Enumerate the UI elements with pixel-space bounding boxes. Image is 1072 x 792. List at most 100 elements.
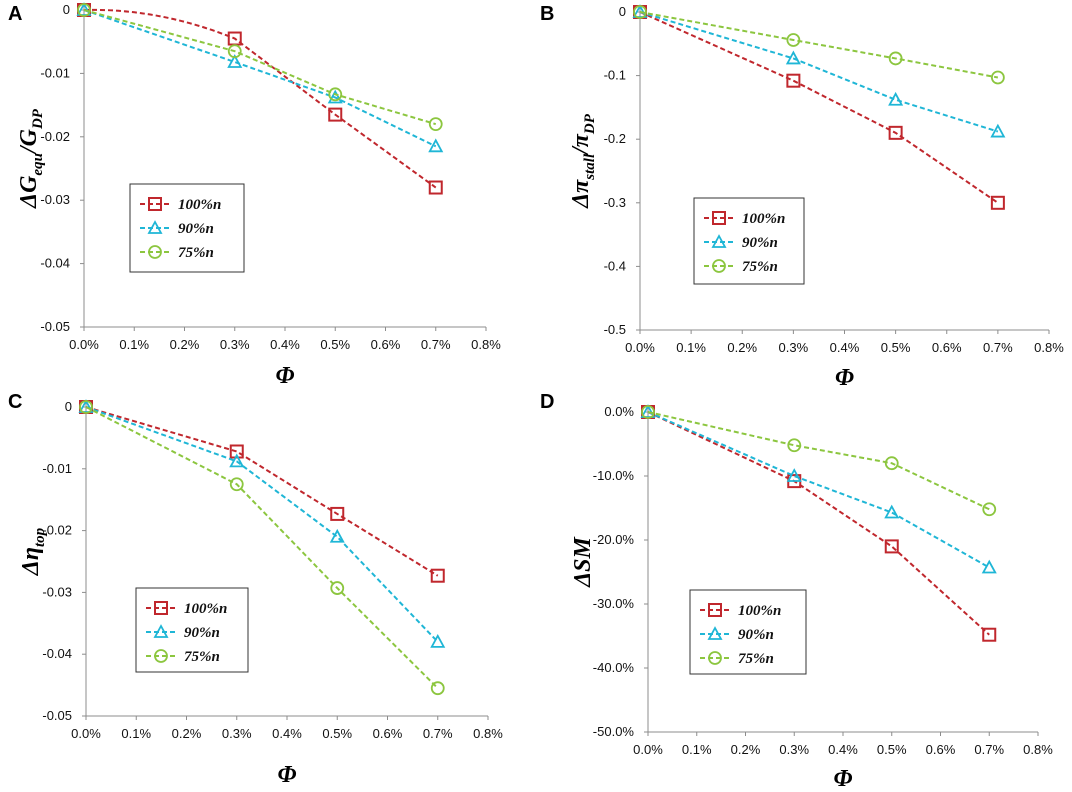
y-tick-label: -0.05: [40, 319, 70, 334]
data-point-100pctn: [786, 73, 801, 88]
x-tick-label: 0.4%: [272, 726, 302, 741]
legend-label-75pctn: 75%n: [738, 651, 774, 667]
legend: 100%n 90%n 75%n: [129, 183, 245, 273]
x-tick-label: 0.3%: [779, 742, 809, 757]
x-tick-label: 0.1%: [119, 337, 149, 352]
data-point-75pctn: [428, 117, 443, 132]
legend-marker-90pctn: [707, 626, 723, 640]
x-tick-label: 0.1%: [682, 742, 712, 757]
data-point-100pctn: [430, 568, 445, 583]
data-point-75pctn: [227, 44, 242, 59]
x-tick-label: 0.6%: [371, 337, 401, 352]
data-point-75pctn: [787, 438, 802, 453]
data-point-90pctn: [981, 559, 997, 574]
x-tick-label: 0.4%: [270, 337, 300, 352]
legend-marker-100pctn: [708, 603, 722, 617]
data-point-100pctn: [990, 195, 1005, 210]
data-point-75pctn: [229, 477, 244, 492]
y-tick-label: -0.01: [40, 65, 70, 80]
x-tick-label: 0.1%: [121, 726, 151, 741]
data-point-90pctn: [327, 89, 343, 104]
x-tick-label: 0.3%: [222, 726, 252, 741]
panel-letter: B: [540, 3, 554, 25]
y-tick-label: -0.05: [42, 708, 72, 723]
y-tick-label: -0.2: [604, 131, 626, 146]
data-point-75pctn: [79, 400, 93, 414]
data-point-90pctn: [430, 633, 446, 648]
series-line-75pctn: [639, 11, 999, 79]
x-tick-label: 0.8%: [1034, 340, 1064, 355]
data-point-75pctn: [330, 581, 345, 595]
data-point-75pctn: [77, 3, 91, 17]
series-line-90pctn: [647, 411, 990, 569]
x-tick-label: 0.2%: [731, 742, 761, 757]
x-tick-label: 0.0%: [625, 340, 655, 355]
x-axis-title: Φ: [834, 766, 853, 792]
chart-panel-d: D 0.0% -10.0% -20.0% -30.0% -40.0% -50.0% 0.0% 0…: [540, 391, 1053, 792]
y-tick-label: 0: [619, 4, 626, 19]
x-tick-label: 0.7%: [423, 726, 453, 741]
y-tick-label: -0.03: [40, 192, 70, 207]
legend-label-90pctn: 90%n: [178, 221, 214, 237]
legend-label-90pctn: 90%n: [184, 625, 220, 641]
data-point-90pctn: [990, 123, 1006, 138]
data-point-100pctn: [428, 180, 443, 195]
data-point-100pctn: [884, 539, 899, 554]
data-point-100pctn: [328, 107, 343, 122]
series-line-75pctn: [647, 411, 990, 511]
y-tick-label: -0.04: [40, 256, 70, 271]
legend-label-75pctn: 75%n: [178, 245, 214, 261]
series-line-90pctn: [85, 406, 439, 643]
x-tick-label: 0.2%: [172, 726, 202, 741]
legend-label-75pctn: 75%n: [742, 259, 778, 275]
data-point-75pctn: [990, 70, 1005, 85]
panel-letter: A: [8, 3, 22, 25]
x-axis-title: Φ: [835, 365, 854, 391]
x-tick-label: 0.5%: [322, 726, 352, 741]
x-tick-label: 0.0%: [71, 726, 101, 741]
legend-marker-90pctn: [147, 220, 163, 234]
legend-marker-75pctn: [712, 259, 726, 273]
x-tick-label: 0.4%: [828, 742, 858, 757]
data-point-75pctn: [786, 33, 801, 47]
y-tick-label: -0.5: [604, 322, 626, 337]
x-tick-label: 0.5%: [320, 337, 350, 352]
data-point-75pctn: [430, 681, 445, 696]
y-tick-label: -0.02: [42, 523, 72, 538]
y-tick-label: 0: [63, 2, 70, 17]
data-point-90pctn: [329, 528, 345, 543]
series-line-100pctn: [83, 8, 437, 189]
panel-letter: D: [540, 391, 554, 413]
legend-marker-100pctn: [712, 211, 726, 225]
data-point-90pctn: [632, 4, 648, 18]
data-point-75pctn: [982, 502, 997, 517]
legend-label-90pctn: 90%n: [742, 235, 778, 251]
x-tick-label: 0.8%: [1023, 742, 1053, 757]
x-tick-label: 0.5%: [877, 742, 907, 757]
series-line-100pctn: [639, 11, 999, 204]
y-axis-title: Δηtop: [18, 527, 48, 576]
x-tick-label: 0.6%: [926, 742, 956, 757]
x-tick-label: 0.4%: [830, 340, 860, 355]
y-tick-label: -20.0%: [593, 532, 635, 547]
data-point-100pctn: [982, 627, 997, 642]
y-tick-label: -0.04: [42, 646, 72, 661]
x-tick-label: 0.7%: [421, 337, 451, 352]
data-point-90pctn: [786, 468, 802, 482]
x-tick-label: 0.2%: [727, 340, 757, 355]
y-tick-label: -0.1: [604, 68, 626, 83]
legend-label-100pctn: 100%n: [178, 197, 221, 213]
x-tick-label: 0.7%: [974, 742, 1004, 757]
x-tick-label: 0.7%: [983, 340, 1013, 355]
y-tick-label: -0.3: [604, 195, 626, 210]
data-point-75pctn: [884, 456, 899, 471]
y-tick-label: -50.0%: [593, 724, 635, 739]
data-point-100pctn: [330, 506, 345, 521]
legend-label-100pctn: 100%n: [738, 603, 781, 619]
legend: 100%n 90%n 75%n: [135, 587, 249, 673]
data-point-90pctn: [227, 54, 243, 68]
legend-marker-75pctn: [154, 649, 168, 663]
series-line-75pctn: [85, 406, 439, 689]
y-tick-label: -0.4: [604, 258, 626, 273]
